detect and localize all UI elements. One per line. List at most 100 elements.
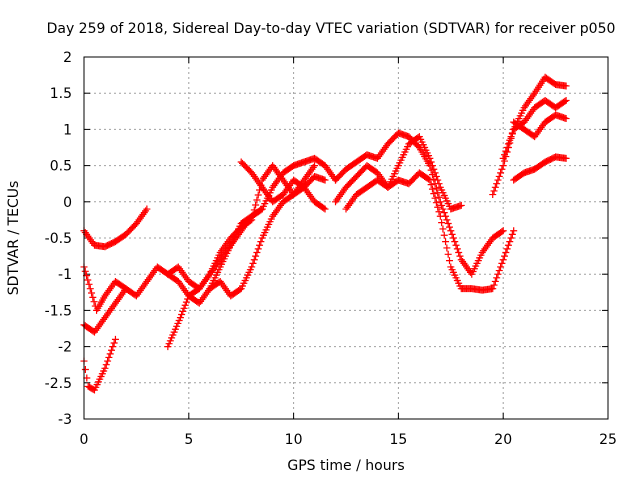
data-point <box>451 238 459 246</box>
data-point <box>506 238 514 246</box>
data-point <box>428 162 436 170</box>
y-tick-label: 2 <box>63 50 72 66</box>
data-point <box>84 276 92 284</box>
data-point <box>499 227 507 235</box>
data-point <box>432 172 440 180</box>
x-tick-label: 0 <box>80 432 89 448</box>
data-point <box>562 115 570 123</box>
x-tick-label: 5 <box>184 432 193 448</box>
data-point <box>425 175 433 183</box>
data-point <box>432 199 440 207</box>
data-point <box>507 234 515 242</box>
data-point <box>88 289 96 297</box>
data-point <box>493 180 501 188</box>
data-point <box>495 267 503 275</box>
data-point <box>249 211 257 219</box>
data-point <box>254 191 262 199</box>
data-point <box>510 227 518 235</box>
data-point <box>252 252 260 260</box>
data-point <box>438 201 446 209</box>
data-point <box>430 190 438 198</box>
data-point <box>436 212 444 220</box>
data-point <box>179 307 187 315</box>
x-tick-label: 25 <box>599 432 617 448</box>
series-track-9 <box>332 129 507 278</box>
data-point <box>180 304 188 312</box>
data-point <box>507 133 515 141</box>
data-point <box>497 169 505 177</box>
data-point <box>435 180 443 188</box>
data-point <box>499 154 507 162</box>
data-point <box>184 295 192 303</box>
y-tick-label: -2 <box>58 340 72 356</box>
series-track-5 <box>164 154 340 351</box>
x-tick-labels: 0 5 10 15 20 25 <box>80 432 617 448</box>
y-tick-label: 0 <box>63 195 72 211</box>
data-point <box>254 245 262 253</box>
x-tick-label: 20 <box>494 432 512 448</box>
data-point <box>447 227 455 235</box>
data-point <box>181 301 189 309</box>
x-tick-label: 15 <box>389 432 407 448</box>
data-point <box>427 181 435 189</box>
data-point <box>311 162 319 170</box>
y-tick-label: -0.5 <box>45 231 72 247</box>
data-point <box>562 96 570 104</box>
data-point <box>490 281 498 289</box>
chart-title: Day 259 of 2018, Sidereal Day-to-day VTE… <box>47 21 616 37</box>
series-track-14 <box>510 111 570 141</box>
data-point <box>250 206 258 214</box>
data-point <box>108 346 116 354</box>
data-point <box>101 364 109 372</box>
data-point <box>439 225 447 233</box>
data-point <box>495 172 503 180</box>
y-tick-label: -1 <box>58 267 72 283</box>
data-point <box>426 154 434 162</box>
data-series <box>80 73 570 394</box>
data-point <box>445 223 453 231</box>
data-point <box>498 228 506 236</box>
data-point <box>321 205 329 213</box>
data-point <box>491 183 499 191</box>
data-point <box>110 339 118 347</box>
data-point <box>494 270 502 278</box>
data-point <box>143 205 151 213</box>
y-axis-label: SDTVAR / TECUs <box>6 181 22 296</box>
data-point <box>455 248 463 256</box>
series-track-2 <box>80 205 266 314</box>
data-point <box>256 241 264 249</box>
y-tick-label: 0.5 <box>50 159 72 175</box>
data-point <box>438 219 446 227</box>
data-point <box>431 194 439 202</box>
data-point <box>428 185 436 193</box>
data-point <box>561 97 569 105</box>
data-point <box>457 201 465 209</box>
plot-frame <box>83 56 609 420</box>
y-tick-label: 1 <box>63 122 72 138</box>
series-track-6 <box>164 162 319 293</box>
data-point <box>432 184 440 192</box>
data-point <box>503 144 511 151</box>
data-point <box>443 216 451 224</box>
data-point <box>109 343 117 351</box>
data-point <box>436 198 444 206</box>
data-point <box>503 245 511 253</box>
data-point <box>122 285 130 293</box>
data-point <box>499 162 507 170</box>
data-point <box>178 311 186 319</box>
data-point <box>448 230 456 238</box>
data-point <box>440 231 448 239</box>
data-point <box>434 203 442 211</box>
data-point <box>497 263 505 271</box>
y-tick-label: -3 <box>58 412 72 428</box>
series-track-15 <box>510 153 570 184</box>
data-point <box>494 176 502 184</box>
data-point <box>320 204 328 212</box>
data-point <box>445 257 453 265</box>
data-point <box>435 208 443 216</box>
data-point <box>236 286 244 294</box>
series-track-11 <box>332 162 518 294</box>
data-point <box>253 248 261 256</box>
data-point <box>444 250 452 258</box>
